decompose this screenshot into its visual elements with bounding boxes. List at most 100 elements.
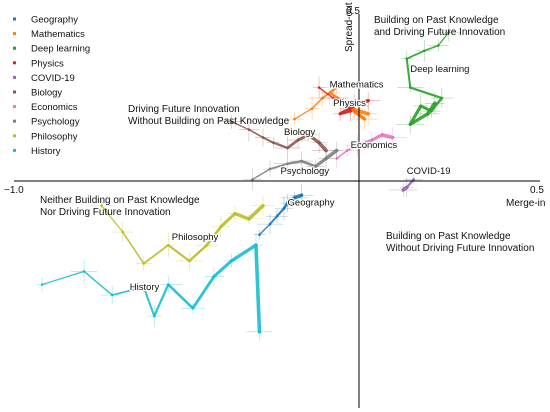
segment-deep-learning-5 xyxy=(409,86,443,100)
point-biology-1 xyxy=(247,128,251,131)
segment-history-7 xyxy=(191,275,216,310)
segment-economics-3 xyxy=(356,138,373,147)
point-biology-8 xyxy=(324,149,328,152)
point-mathematics-6 xyxy=(356,112,359,116)
point-deep-learning-7 xyxy=(419,104,423,108)
point-biology-4 xyxy=(286,146,289,150)
point-covid-19-2 xyxy=(401,188,405,192)
point-deep-learning-0 xyxy=(447,31,451,34)
point-physics-1 xyxy=(331,96,335,100)
series-label-geography: Geography xyxy=(288,198,335,209)
segment-physics-6 xyxy=(352,98,370,108)
legend-item-geography: Geography xyxy=(13,15,78,26)
segment-philosophy-1 xyxy=(101,205,124,233)
segment-physics-5 xyxy=(338,104,356,116)
point-philosophy-1 xyxy=(121,230,125,234)
segment-biology-4 xyxy=(272,141,289,150)
segment-physics-1 xyxy=(318,86,334,99)
legend-label-covid-19: COVID-19 xyxy=(31,73,75,84)
segment-biology-5 xyxy=(286,138,300,150)
point-geography-0 xyxy=(258,233,261,236)
segment-deep-learning-8 xyxy=(408,104,423,126)
segment-philosophy-8 xyxy=(233,211,251,221)
point-history-8 xyxy=(230,259,233,263)
segment-history-4 xyxy=(142,286,156,318)
point-economics-3 xyxy=(370,138,373,142)
segment-economics-5 xyxy=(380,133,395,140)
y-axis-label: Spread-out xyxy=(344,2,355,52)
point-mathematics-7 xyxy=(363,117,366,121)
point-philosophy-9 xyxy=(261,204,265,208)
point-deep-learning-1 xyxy=(437,44,440,47)
legend-label-deep-learning: Deep learning xyxy=(31,44,90,55)
series-label-economics: Economics xyxy=(351,140,398,151)
segment-philosophy-4 xyxy=(167,244,191,262)
point-mathematics-0 xyxy=(293,117,296,121)
legend: Geography Mathematics Deep learning Physics… xyxy=(13,15,90,157)
legend-label-biology: Biology xyxy=(31,88,62,99)
segment-history-5 xyxy=(153,283,170,318)
quadrant-label-bottom-right-line1: Building on Past Knowledge xyxy=(386,231,511,242)
quadrant-label-top-left: Driving Future Innovation Without Buildi… xyxy=(128,104,290,127)
series-layer xyxy=(36,23,461,341)
quadrant-label-bottom-left: Neither Building on Past Knowledge Nor D… xyxy=(40,195,202,218)
legend-swatch-psychology xyxy=(13,119,16,123)
segment-biology-2 xyxy=(248,128,264,139)
series-psychology xyxy=(243,141,343,191)
segment-history-8 xyxy=(212,259,233,279)
axes: −1.0 0.5 0.5 Merge-in Spread-out xyxy=(4,2,545,408)
point-psychology-2 xyxy=(286,162,289,166)
legend-label-psychology: Psychology xyxy=(31,117,80,128)
series-label-psychology: Psychology xyxy=(281,166,330,177)
point-mathematics-2 xyxy=(321,96,324,100)
segment-psychology-3 xyxy=(286,159,303,165)
point-physics-5 xyxy=(352,104,356,108)
quadrant-label-top-right-line1: Building on Past Knowledge xyxy=(374,15,499,26)
point-deep-learning-5 xyxy=(440,96,444,100)
series-label-biology: Biology xyxy=(284,127,315,138)
legend-swatch-mathematics xyxy=(13,32,16,36)
point-philosophy-5 xyxy=(205,243,209,247)
point-history-7 xyxy=(212,275,216,278)
segment-psychology-6 xyxy=(324,148,339,161)
segment-economics-1 xyxy=(335,149,348,160)
x-tick-label-min: −1.0 xyxy=(4,185,24,196)
legend-item-psychology: Psychology xyxy=(13,117,80,128)
segment-philosophy-9 xyxy=(247,203,265,221)
segment-history-2 xyxy=(83,270,113,296)
series-geography xyxy=(253,184,314,240)
series-economics xyxy=(330,127,407,168)
point-history-4 xyxy=(152,314,156,318)
legend-label-physics: Physics xyxy=(31,58,64,69)
point-mathematics-5 xyxy=(345,102,349,105)
segment-deep-learning-10 xyxy=(425,101,437,116)
point-biology-6 xyxy=(307,133,310,137)
legend-item-economics: Economics xyxy=(13,102,78,113)
quadrant-label-bottom-right-line2: Without Driving Future Innovation xyxy=(386,243,534,254)
segment-history-3 xyxy=(111,286,145,296)
point-deep-learning-3 xyxy=(405,57,409,60)
segment-philosophy-2 xyxy=(121,231,145,265)
legend-item-philosophy: Philosophy xyxy=(13,131,78,142)
point-mathematics-3 xyxy=(335,86,338,89)
point-psychology-3 xyxy=(300,159,303,163)
quadrant-labels: Building on Past Knowledge and Driving F… xyxy=(40,15,534,254)
segment-history-10 xyxy=(254,243,262,334)
point-biology-5 xyxy=(296,138,300,142)
series-labels: Geography Mathematics Deep learning Physics… xyxy=(129,63,471,294)
quadrant-label-top-right: Building on Past Knowledge and Driving F… xyxy=(374,15,505,38)
segment-biology-6 xyxy=(296,133,311,142)
point-biology-0 xyxy=(230,120,233,123)
segment-biology-7 xyxy=(306,133,321,145)
point-physics-0 xyxy=(317,86,321,89)
segment-deep-learning-4 xyxy=(405,57,412,89)
point-geography-6 xyxy=(300,193,303,197)
series-deep-learning xyxy=(396,23,461,134)
legend-label-philosophy: Philosophy xyxy=(31,131,78,142)
point-philosophy-6 xyxy=(219,225,223,229)
segment-philosophy-5 xyxy=(188,243,209,263)
point-deep-learning-10 xyxy=(433,102,437,105)
segment-biology-8 xyxy=(317,140,328,153)
series-philosophy xyxy=(89,195,275,271)
legend-item-biology: Biology xyxy=(13,88,62,99)
